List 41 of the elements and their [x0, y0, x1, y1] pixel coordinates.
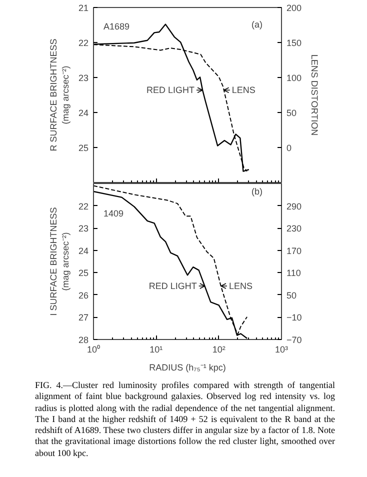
y-tick-label: 23	[78, 224, 89, 234]
y2-tick-label: 110	[286, 268, 301, 278]
y-tick-label: 26	[78, 290, 89, 300]
y-tick-label: 24	[78, 108, 89, 118]
y-tick-label: 27	[78, 312, 89, 323]
annotation: RED LIGHT	[148, 281, 198, 292]
y-tick-label: 28	[78, 335, 89, 345]
y-tick-label: 21	[78, 3, 89, 13]
y-tick-label: 22	[78, 201, 89, 212]
annotation: LENS	[232, 85, 256, 96]
y2-tick-label: −70	[286, 335, 302, 345]
y-tick-label: 25	[78, 143, 89, 153]
caption: FIG. 4.—Cluster red luminosity profiles compared with strength of tangential alignment of faint blue background galaxies. Observed log red intensity vs. log radius is plotted along with the radial dependence of the net tangential alignment. The I band at the higher redshift of 1409 + 52 is equivalent to the R band at the redshift of A1689. These two clusters differ in angular size by a factor of 1.8. Note that the gravitational image distortions follow the red cluster light, smoothed over about 100 kpc.	[35, 380, 335, 459]
y2-tick-label: 200	[286, 3, 302, 13]
y-tick-label: 23	[78, 73, 89, 83]
y2-tick-label: 170	[286, 246, 302, 256]
y2-tick-label: 50	[286, 108, 297, 118]
y2-tick-label: 100	[286, 73, 302, 83]
y2-axis-title: LENS DISTORTION	[310, 54, 320, 136]
x-tick-label: 10³	[274, 344, 288, 354]
y2-tick-label: 150	[286, 38, 302, 48]
y2-tick-label: 290	[286, 201, 302, 212]
y-axis-title: I SURFACE BRIGHTNESS (mag arcsec⁻²)	[48, 207, 70, 316]
annotation: (b)	[252, 186, 262, 196]
y-tick-label: 25	[78, 268, 89, 278]
annotation: A1689	[104, 22, 130, 32]
x-tick-label: 10⁰	[86, 344, 100, 354]
y2-tick-label: 230	[286, 224, 302, 234]
y2-tick-label: 0	[286, 143, 292, 153]
annotation: LENS	[229, 281, 253, 292]
x-axis-title: RADIUS (h₇₅⁻¹ kpc)	[149, 362, 226, 372]
y-axis-title: R SURFACE BRIGHTNESS (mag arcsec⁻²)	[48, 38, 70, 152]
annotation: (a)	[252, 20, 262, 30]
x-tick-label: 10²	[212, 344, 226, 354]
y-tick-label: 24	[78, 246, 89, 256]
y2-tick-label: 50	[286, 290, 297, 300]
x-tick-label: 10¹	[150, 344, 163, 354]
y-tick-label: 22	[78, 38, 89, 48]
y2-tick-label: −10	[286, 312, 302, 323]
annotation: 1409	[104, 208, 124, 218]
annotation: RED LIGHT	[146, 85, 195, 96]
